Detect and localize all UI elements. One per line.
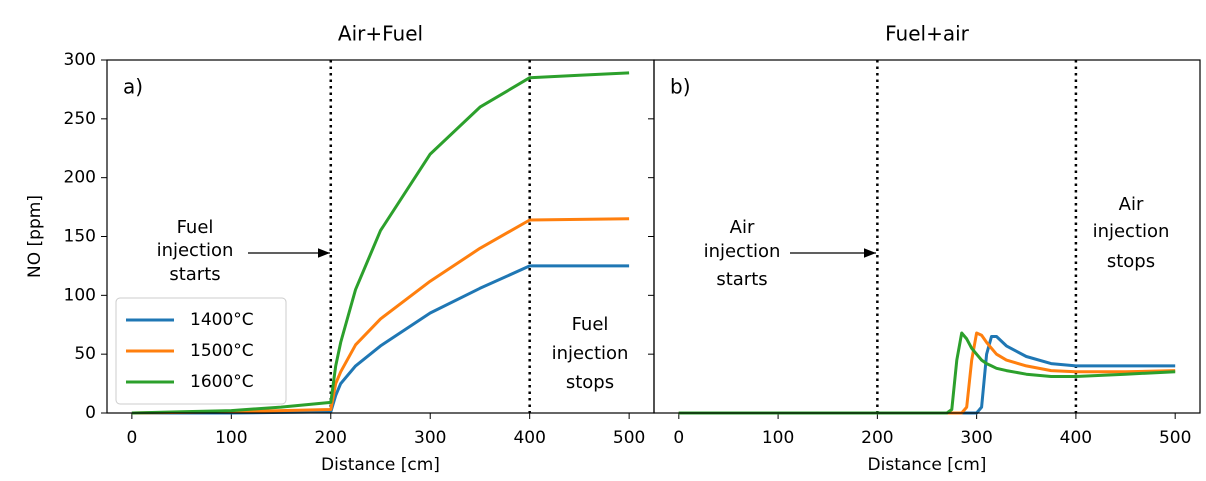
series-line [131,217,630,415]
chart-title: Fuel+air [885,22,970,46]
annotation: starts [716,269,767,290]
x-tick-label: 0 [673,428,684,448]
x-tick-label: 100 [762,428,794,448]
y-tick-label: 0 [85,403,96,423]
annotation: Air [730,217,755,238]
y-tick-label: 50 [74,344,96,364]
legend-box [115,297,287,405]
series-line [131,71,630,415]
chart-title: Air+Fuel [338,22,423,46]
x-tick-label: 200 [315,428,347,448]
annotation: Air [1119,194,1144,215]
annotation: stops [566,372,614,393]
x-tick-label: 100 [215,428,247,448]
legend-label: 1600°C [190,372,254,392]
y-tick-label: 300 [64,50,96,70]
legend: 1400°C 1500°C 1600°C [115,297,287,405]
x-tick-label: 500 [613,428,645,448]
series-line [678,331,1176,415]
panel-label: a) [123,75,143,99]
annotation: Fuel [572,314,609,335]
x-tick-label: 400 [513,428,545,448]
annotation: injection [704,241,781,262]
annotation: injection [552,343,629,364]
x-tick-label: 0 [126,428,137,448]
annotation: Fuel [177,217,214,238]
legend-label: 1500°C [190,341,254,361]
y-tick-label: 200 [64,168,96,188]
panel-label: b) [670,75,691,99]
legend-label: 1400°C [190,310,254,330]
annotation: injection [1093,221,1170,242]
x-axis-label: Distance [cm] [321,455,440,475]
y-axis-label: NO [ppm] [25,195,45,278]
annotation: injection [157,240,234,261]
x-tick-label: 500 [1159,428,1191,448]
y-tick-label: 100 [64,285,96,305]
x-tick-label: 300 [960,428,992,448]
plot-frame [653,59,1201,414]
y-tick-label: 250 [64,109,96,129]
y-tick-label: 150 [64,227,96,247]
x-axis-label: Distance [cm] [868,455,987,475]
annotation: stops [1107,251,1155,272]
x-tick-label: 400 [1060,428,1092,448]
annotation: starts [169,264,220,285]
x-tick-label: 300 [414,428,446,448]
x-tick-label: 200 [861,428,893,448]
